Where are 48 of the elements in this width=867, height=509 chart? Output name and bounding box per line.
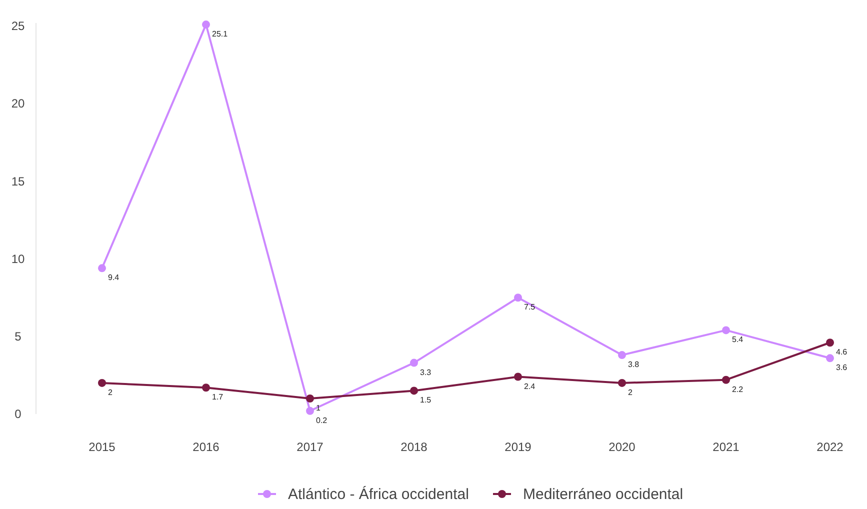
x-tick-label: 2021 xyxy=(712,440,740,454)
point xyxy=(202,20,210,29)
data-label: 1 xyxy=(316,403,321,412)
data-label: 7.5 xyxy=(524,302,536,312)
data-label: 3.6 xyxy=(836,363,848,372)
data-label: 25.1 xyxy=(212,30,228,39)
data-label: 5.4 xyxy=(732,335,744,344)
y-tick-label: 15 xyxy=(11,174,25,188)
data-label: 3.8 xyxy=(628,360,640,370)
data-label: 2 xyxy=(628,388,633,397)
data-label: 1.7 xyxy=(212,392,224,402)
point xyxy=(722,376,730,384)
legend-label: Mediterráneo occidental xyxy=(523,486,684,503)
point xyxy=(618,378,626,387)
x-tick-label: 2015 xyxy=(88,440,116,454)
data-label: 9.4 xyxy=(108,273,120,282)
y-tick-label: 5 xyxy=(14,329,22,344)
point xyxy=(410,358,418,367)
x-tick-label: 2020 xyxy=(608,440,636,454)
point xyxy=(618,351,626,360)
legend-label: Atlántico - África occidental xyxy=(288,485,469,503)
data-label: 3.3 xyxy=(420,368,432,377)
point xyxy=(722,326,730,334)
y-tick-label: 10 xyxy=(11,252,25,266)
y-tick-label: 25 xyxy=(11,19,25,34)
point xyxy=(202,384,210,392)
point xyxy=(826,354,834,362)
point xyxy=(514,294,522,302)
x-tick-label: 2016 xyxy=(192,440,220,454)
x-tick-label: 2018 xyxy=(400,440,428,454)
y-tick-label: 0 xyxy=(14,407,22,421)
point xyxy=(306,406,314,415)
point xyxy=(514,372,522,381)
data-label: 2.2 xyxy=(732,384,744,394)
y-tick-label: 20 xyxy=(11,96,25,111)
point xyxy=(306,394,314,402)
point xyxy=(410,386,418,395)
point xyxy=(98,378,106,387)
x-tick-label: 2019 xyxy=(504,440,532,454)
data-label: 2.4 xyxy=(524,382,536,391)
data-label: 2 xyxy=(108,388,113,397)
point xyxy=(98,264,106,272)
data-label: 1.5 xyxy=(420,396,432,405)
x-tick-label: 2022 xyxy=(816,440,844,454)
x-tick-label: 2017 xyxy=(296,440,324,454)
data-label: 4.6 xyxy=(836,348,848,357)
point xyxy=(826,338,834,347)
data-label: 0.2 xyxy=(316,416,328,425)
